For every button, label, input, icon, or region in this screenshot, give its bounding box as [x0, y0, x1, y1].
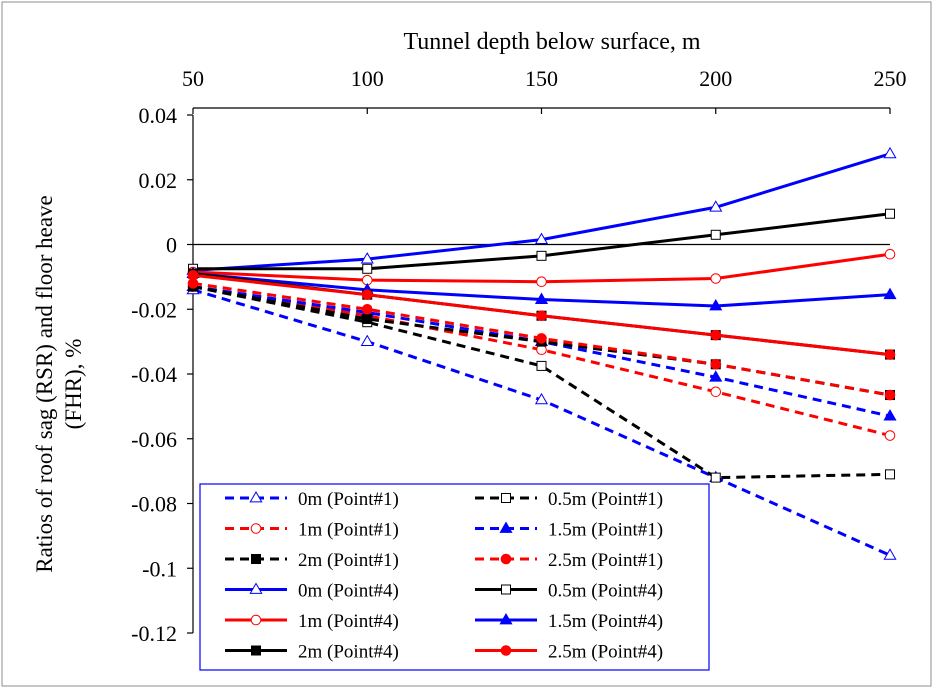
- marker-square: [885, 469, 895, 480]
- marker-square: [536, 250, 547, 261]
- legend-box: [199, 483, 710, 671]
- marker-circle: [710, 273, 722, 284]
- series-8: [187, 248, 896, 288]
- series-line: [192, 285, 891, 480]
- y-tick-label: -0.02: [131, 297, 177, 322]
- marker-square: [501, 584, 511, 595]
- marker-circle: [250, 614, 262, 626]
- marker-triangle: [249, 582, 263, 594]
- marker-circle: [710, 329, 722, 341]
- series-layer: [186, 146, 897, 560]
- marker-circle: [187, 269, 199, 281]
- marker-circle: [884, 248, 896, 260]
- y-tick-label: -0.06: [131, 427, 177, 452]
- legend-item: 2.5m (Point#1): [475, 550, 663, 571]
- marker-circle: [536, 333, 547, 344]
- marker-square: [536, 360, 547, 371]
- marker-triangle: [360, 334, 374, 347]
- x-tick-label: 100: [351, 66, 384, 91]
- legend-label: 1.5m (Point#1): [548, 520, 663, 541]
- marker-triangle: [883, 287, 897, 300]
- marker-triangle: [883, 409, 897, 421]
- marker-triangle: [883, 146, 897, 159]
- marker-circle: [500, 553, 512, 565]
- y-axis-title-line-1: Ratios of roof sag (RSR) and floor heave: [32, 195, 57, 573]
- legend-label: 0m (Point#1): [298, 489, 399, 510]
- legend-label: 2.5m (Point#4): [548, 642, 663, 663]
- marker-circle: [884, 430, 896, 441]
- marker-square: [362, 313, 373, 324]
- marker-square: [710, 472, 721, 483]
- y-axis-title-line-2: (FHR), %: [61, 339, 86, 430]
- legend-item: 0.5m (Point#1): [475, 489, 663, 510]
- y-tick-label: -0.12: [131, 621, 177, 646]
- y-axis-title: Ratios of roof sag (RSR) and floor heave…: [32, 195, 86, 573]
- marker-triangle: [534, 232, 549, 245]
- legend-label: 2.5m (Point#1): [548, 550, 663, 571]
- legend-label: 2m (Point#1): [298, 550, 399, 571]
- legend-item: 2m (Point#4): [225, 642, 399, 663]
- y-tick-label: 0.04: [139, 103, 178, 128]
- series-line: [192, 285, 891, 437]
- legend-label: 0m (Point#4): [298, 581, 399, 602]
- y-tick-label: -0.04: [131, 362, 177, 387]
- marker-circle: [884, 389, 896, 401]
- x-tick-label: 50: [182, 66, 204, 91]
- marker-triangle: [709, 299, 723, 311]
- x-tick-label: 200: [699, 66, 732, 91]
- x-tick-label: 250: [874, 66, 907, 91]
- marker-triangle: [499, 612, 513, 625]
- marker-square: [501, 493, 511, 503]
- marker-circle: [536, 310, 547, 322]
- marker-circle: [361, 289, 373, 300]
- marker-circle: [710, 358, 722, 370]
- marker-triangle: [499, 521, 513, 533]
- legend-label: 0.5m (Point#1): [548, 489, 663, 510]
- legend-item: 1.5m (Point#1): [475, 520, 663, 541]
- marker-triangle: [249, 490, 263, 503]
- legend-label: 1m (Point#4): [298, 611, 399, 632]
- marker-triangle: [360, 252, 374, 264]
- marker-square: [710, 229, 721, 240]
- y-tick-label: 0: [166, 233, 177, 258]
- marker-triangle: [534, 392, 549, 405]
- marker-triangle: [709, 200, 723, 212]
- y-tick-label: -0.08: [131, 492, 177, 517]
- legend: 0m (Point#1) 0.5m (Point#1) 1m (Point#1) 1.…: [199, 483, 710, 671]
- y-tick-label: -0.1: [142, 556, 177, 581]
- y-tick-label: 0.02: [139, 168, 178, 193]
- marker-square: [362, 263, 373, 274]
- x-tick-label: 150: [525, 66, 558, 91]
- marker-circle: [500, 645, 512, 656]
- legend-item: 0.5m (Point#4): [475, 581, 663, 602]
- marker-circle: [536, 276, 547, 288]
- marker-circle: [361, 303, 373, 315]
- axes: 50 100 150 200 250 0.04 0.02 0 -0.02 -0.04 -0.06 -0…: [131, 66, 906, 646]
- legend-item: 1.5m (Point#4): [475, 611, 663, 632]
- legend-item: 0m (Point#4): [225, 581, 399, 602]
- legend-item: 1m (Point#1): [225, 520, 399, 541]
- marker-circle: [710, 386, 722, 398]
- legend-item: 2.5m (Point#4): [475, 642, 663, 663]
- legend-label: 1.5m (Point#4): [548, 611, 663, 632]
- marker-triangle: [534, 292, 549, 304]
- legend-item: 2m (Point#1): [225, 550, 399, 571]
- marker-circle: [884, 349, 896, 360]
- legend-label: 2m (Point#4): [298, 642, 399, 663]
- marker-triangle: [709, 370, 723, 382]
- marker-triangle: [883, 548, 897, 560]
- legend-item: 0m (Point#1): [225, 489, 399, 510]
- marker-circle: [250, 523, 262, 534]
- legend-label: 1m (Point#1): [298, 520, 399, 541]
- marker-square: [251, 645, 261, 656]
- legend-label: 0.5m (Point#4): [548, 581, 663, 602]
- legend-item: 1m (Point#4): [225, 611, 399, 632]
- marker-square: [885, 208, 895, 219]
- x-axis-title: Tunnel depth below surface, m: [403, 29, 700, 55]
- series-11: [187, 269, 896, 360]
- marker-square: [251, 554, 261, 564]
